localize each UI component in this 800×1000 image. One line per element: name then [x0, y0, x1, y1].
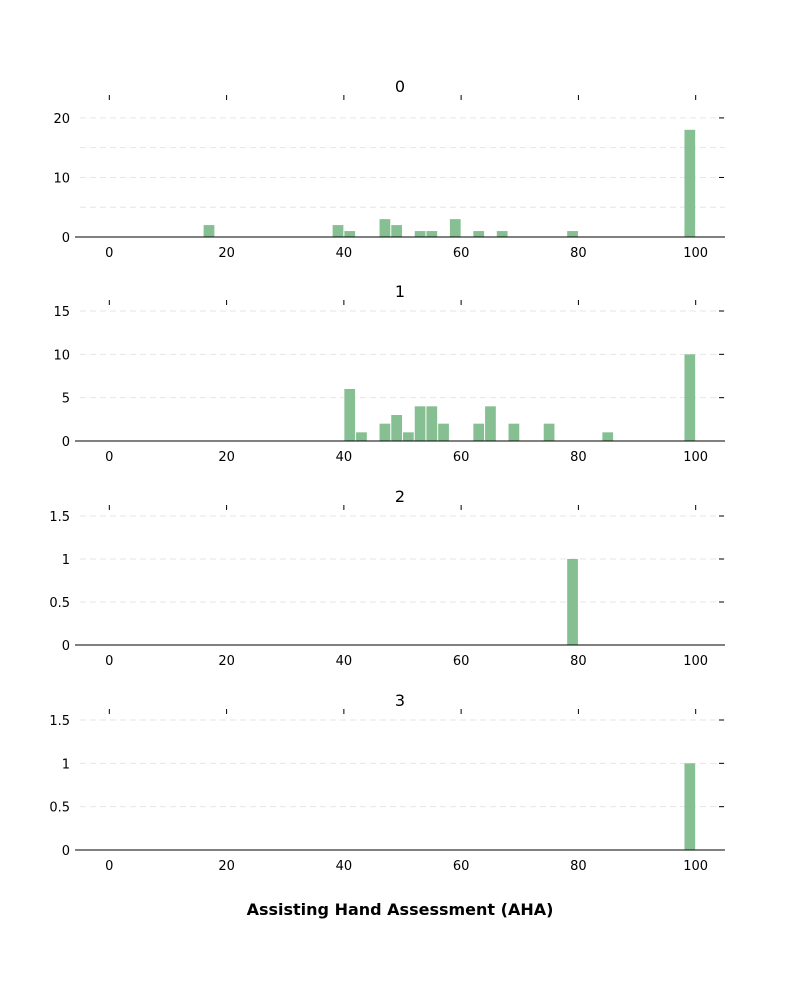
x-axis-label: Assisting Hand Assessment (AHA)	[247, 900, 554, 919]
y-tick-label: 0.5	[49, 801, 70, 816]
histogram-panel: 0 20 40 60 80 100 0 0.5 1 1.5 3	[49, 691, 725, 874]
histogram-bar	[426, 231, 438, 237]
x-tick-label: 60	[453, 654, 470, 669]
histogram-bar	[684, 763, 696, 850]
histogram-bar	[379, 219, 391, 237]
y-tick-label: 0.5	[49, 596, 70, 611]
y-tick-label: 10	[53, 348, 70, 363]
x-tick-label: 100	[683, 246, 708, 261]
y-tick-label: 1	[62, 553, 70, 568]
histogram-bar	[414, 231, 426, 237]
histogram-bar	[496, 231, 508, 237]
y-tick-label: 0	[62, 844, 70, 859]
histogram-bar	[403, 432, 414, 441]
y-tick-label: 20	[53, 112, 70, 127]
y-tick-label: 0	[62, 231, 70, 246]
histogram-bar	[203, 225, 215, 237]
x-tick-label: 80	[570, 654, 587, 669]
x-tick-label: 60	[453, 450, 470, 465]
x-tick-label: 100	[683, 450, 708, 465]
y-tick-label: 5	[62, 392, 70, 407]
histogram-bar	[508, 423, 520, 441]
y-tick-label: 0	[62, 435, 70, 450]
panel-title: 1	[395, 282, 405, 301]
histogram-bar	[344, 231, 356, 237]
histogram-bar	[485, 406, 496, 441]
x-tick-label: 60	[453, 246, 470, 261]
histogram-bar	[473, 423, 485, 441]
y-tick-label: 1.5	[49, 510, 70, 525]
y-tick-label: 10	[53, 171, 70, 186]
x-tick-label: 20	[218, 859, 235, 874]
histogram-bar	[426, 406, 438, 441]
histogram-panel: 0 20 40 60 80 100 0 5 10 15 1	[53, 282, 725, 465]
x-tick-label: 100	[683, 654, 708, 669]
histogram-bar	[344, 389, 356, 441]
y-tick-label: 0	[62, 639, 70, 654]
x-tick-label: 20	[218, 246, 235, 261]
histogram-bar	[684, 129, 696, 237]
histogram-panel: 0 20 40 60 80 100 0 0.5 1 1.5 2	[49, 487, 725, 669]
histogram-bar	[567, 559, 578, 645]
x-tick-label: 80	[570, 859, 587, 874]
panel-title: 2	[395, 487, 405, 506]
histogram-bar	[438, 423, 449, 441]
histogram-bar	[414, 406, 426, 441]
x-tick-label: 80	[570, 246, 587, 261]
x-tick-label: 0	[105, 654, 113, 669]
histogram-bar	[391, 225, 402, 237]
histogram-bar	[567, 231, 578, 237]
histogram-bar	[391, 415, 402, 441]
panel-title: 0	[395, 77, 405, 96]
y-tick-label: 1	[62, 757, 70, 772]
y-tick-label: 1.5	[49, 714, 70, 729]
histogram-bar	[473, 231, 485, 237]
x-tick-label: 0	[105, 450, 113, 465]
histogram-panel: 0 20 40 60 80 100 0 10 20 0	[53, 77, 725, 261]
x-tick-label: 60	[453, 859, 470, 874]
x-tick-label: 0	[105, 246, 113, 261]
histogram-bar	[684, 354, 696, 441]
histogram-bar	[379, 423, 391, 441]
x-tick-label: 100	[683, 859, 708, 874]
x-tick-label: 40	[336, 246, 353, 261]
histogram-bar	[449, 219, 461, 237]
y-tick-label: 15	[53, 305, 70, 320]
x-tick-label: 40	[336, 859, 353, 874]
histogram-bar	[543, 423, 555, 441]
histogram-bar	[602, 432, 614, 441]
x-tick-label: 80	[570, 450, 587, 465]
x-tick-label: 40	[336, 450, 353, 465]
x-tick-label: 20	[218, 450, 235, 465]
panel-title: 3	[395, 691, 405, 710]
x-tick-label: 0	[105, 859, 113, 874]
x-tick-label: 20	[218, 654, 235, 669]
x-tick-label: 40	[336, 654, 353, 669]
histogram-bar	[356, 432, 367, 441]
histogram-bar	[332, 225, 344, 237]
